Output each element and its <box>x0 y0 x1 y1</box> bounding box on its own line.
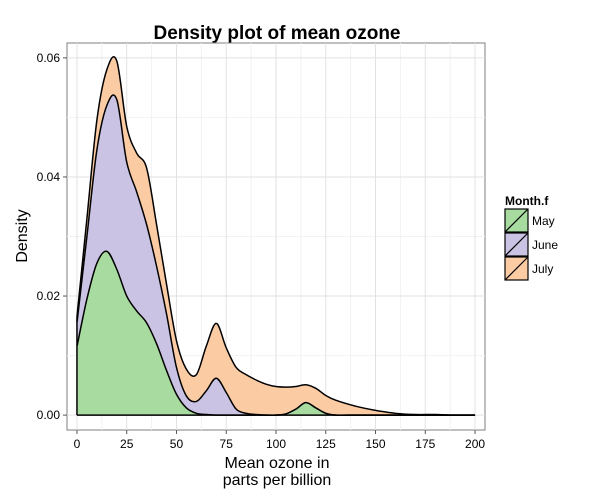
x-tick-label: 0 <box>74 437 81 451</box>
legend-key-diagonal <box>504 208 529 233</box>
x-tick-label: 200 <box>465 437 485 451</box>
x-tick-label: 125 <box>316 437 336 451</box>
legend: Month.f May June July <box>504 194 558 281</box>
x-tick-label: 25 <box>120 437 134 451</box>
axes: 0 25 50 75 100 125 150 175 200 0.00 0.02 0.04 0.06 <box>37 51 486 451</box>
legend-label-may: May <box>532 214 555 228</box>
x-tick-label: 175 <box>415 437 435 451</box>
area-may <box>76 251 476 416</box>
legend-key-diagonal <box>504 232 529 257</box>
y-tick-label: 0.02 <box>37 289 61 303</box>
x-tick-label: 100 <box>266 437 286 451</box>
legend-key-diagonal <box>504 256 529 281</box>
chart-title: Density plot of mean ozone <box>153 23 400 44</box>
density-areas <box>76 56 476 416</box>
legend-label-july: July <box>532 262 553 276</box>
y-axis-label: Density <box>14 209 31 262</box>
y-tick-label: 0.06 <box>37 51 61 65</box>
x-tick-label: 50 <box>170 437 184 451</box>
legend-label-june: June <box>532 238 558 252</box>
y-tick-label: 0.04 <box>37 170 61 184</box>
legend-title: Month.f <box>505 194 549 208</box>
outline-july <box>76 56 476 416</box>
area-july <box>76 56 476 416</box>
x-axis-label-line-1: Mean ozone in <box>225 455 330 472</box>
x-tick-label: 75 <box>220 437 234 451</box>
x-axis-label-line-2: parts per billion <box>223 472 332 489</box>
x-tick-label: 150 <box>366 437 386 451</box>
area-june <box>76 95 476 416</box>
y-tick-label: 0.00 <box>37 408 61 422</box>
